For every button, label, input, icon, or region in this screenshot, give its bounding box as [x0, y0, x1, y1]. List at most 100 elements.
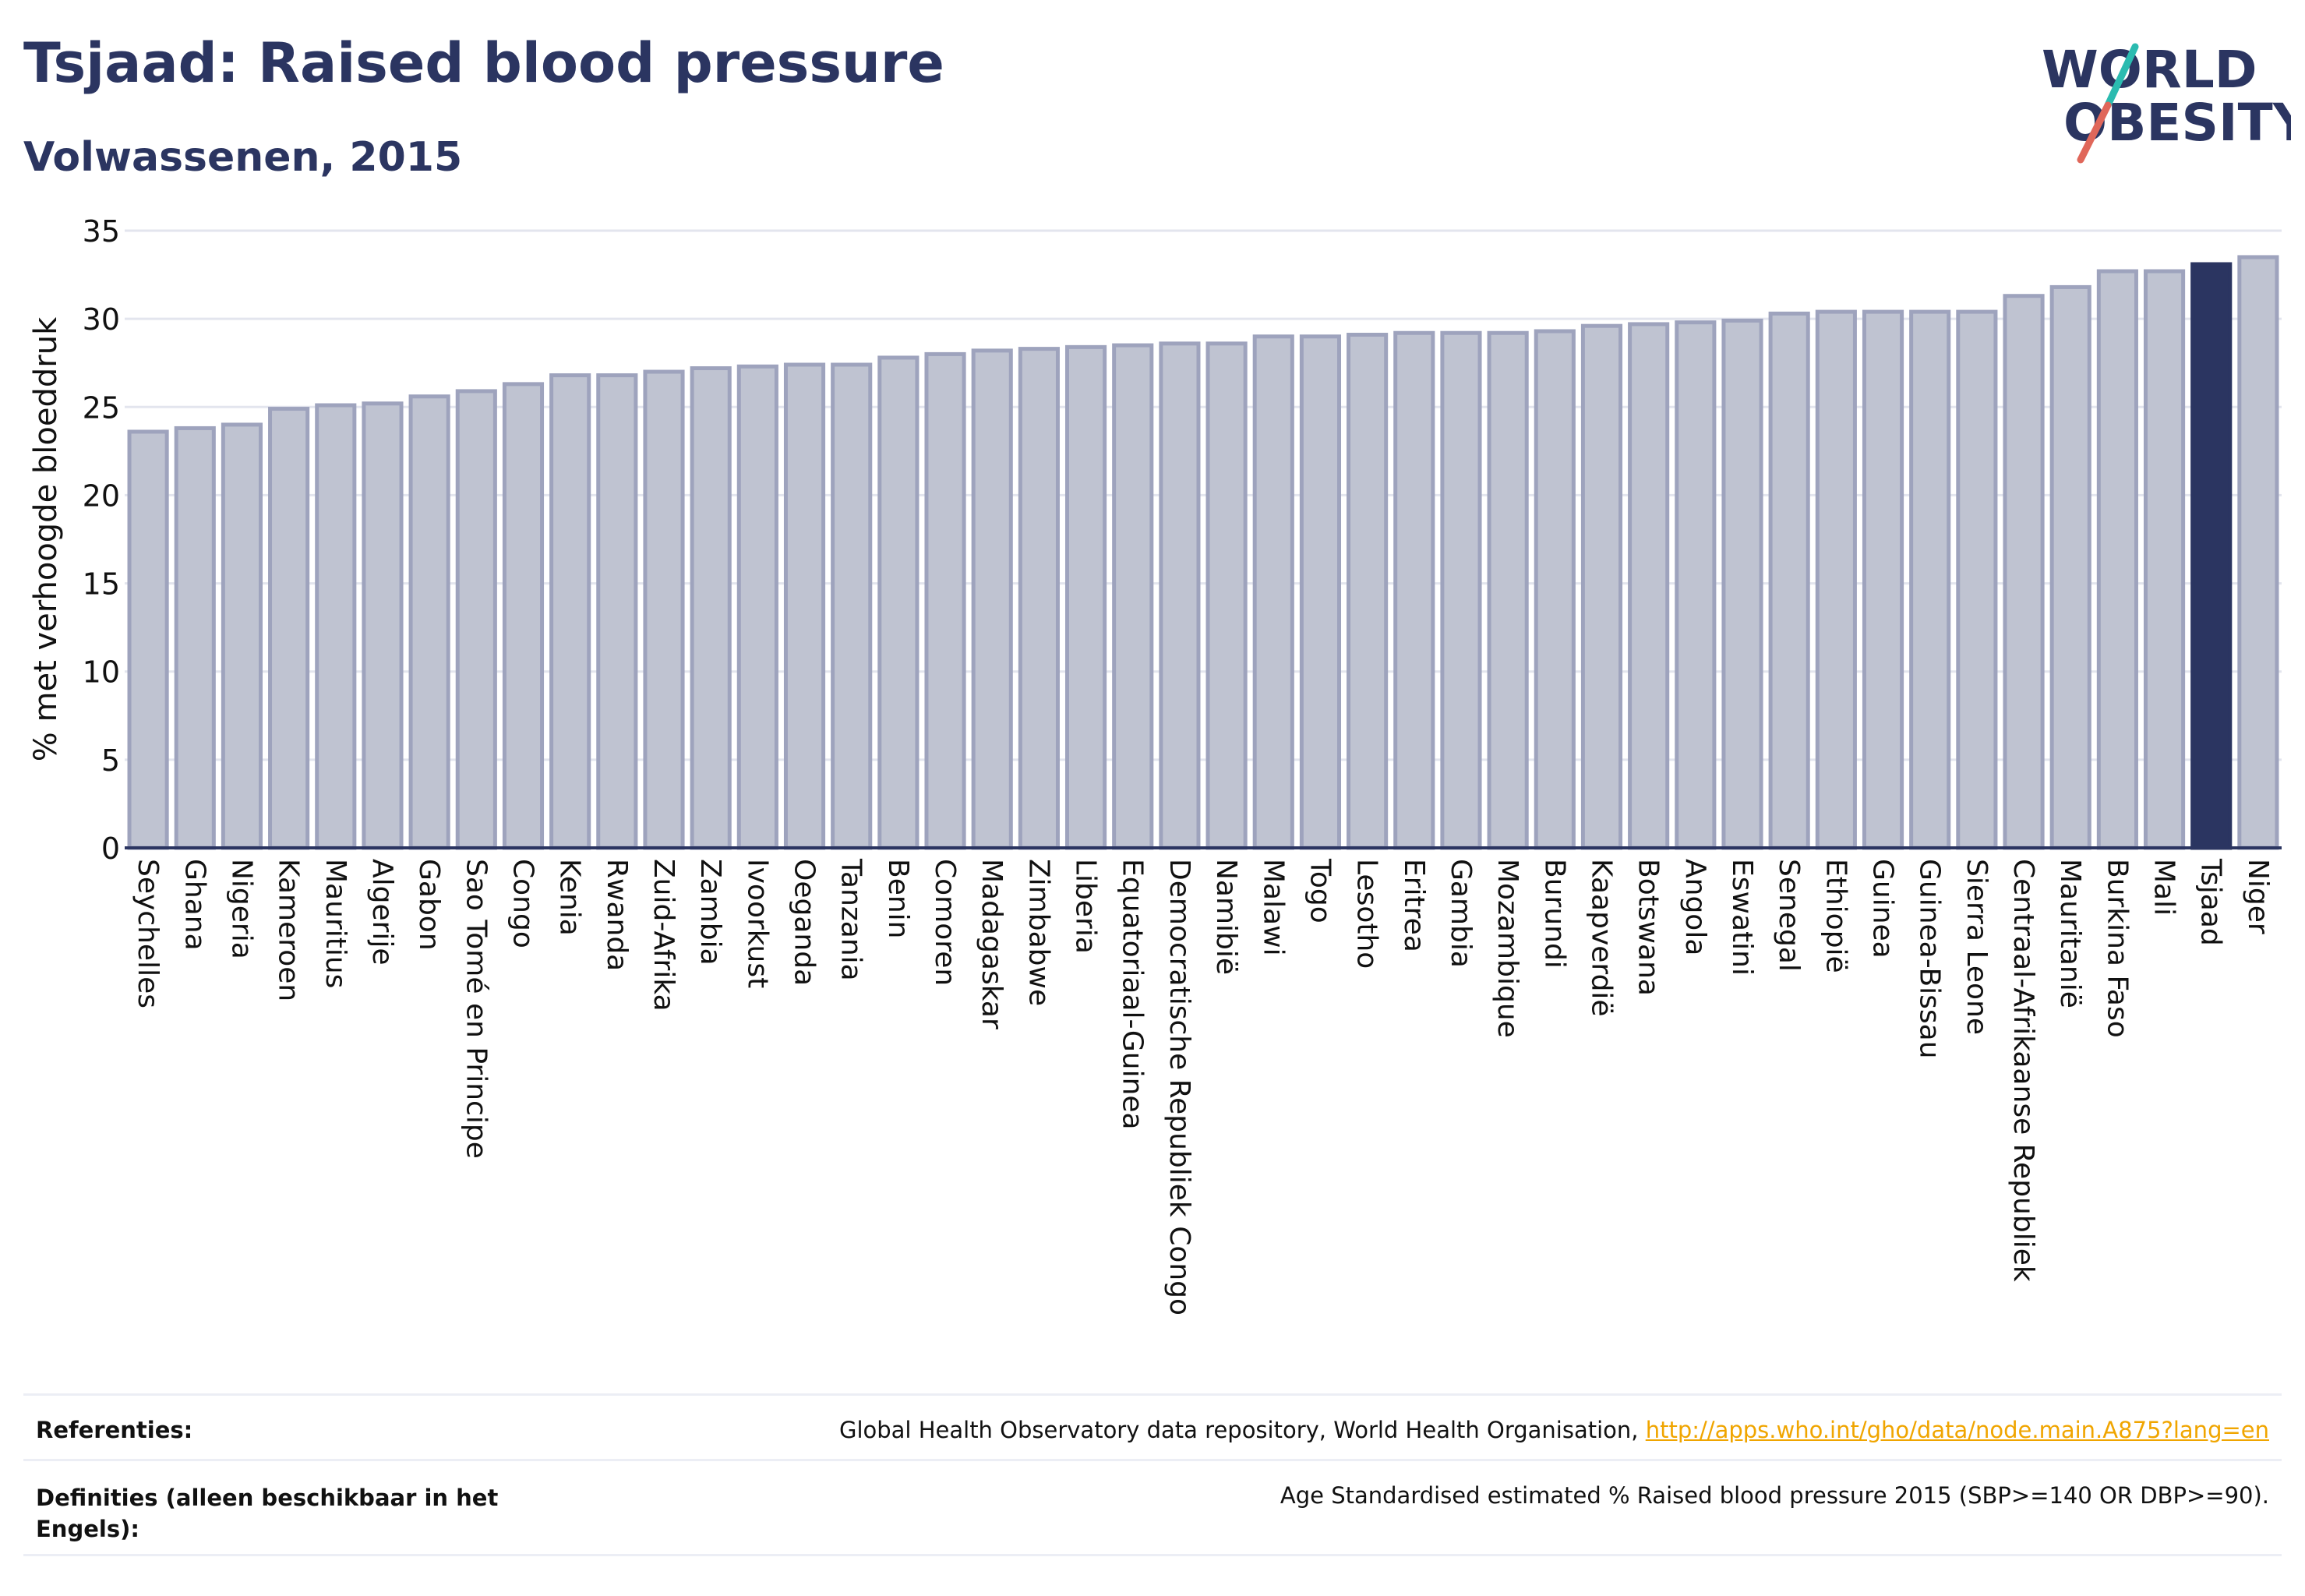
y-axis-label: % met verhoogde bloeddruk: [28, 316, 64, 761]
x-tick-label: Comoren: [929, 859, 961, 986]
bar: [1064, 344, 1107, 850]
x-tick-label: Madagaskar: [976, 859, 1008, 1029]
x-tick-label: Burkina Faso: [2101, 859, 2133, 1038]
bar: [1487, 330, 1529, 850]
x-tick-label: Botswana: [1633, 859, 1664, 996]
bar: [1628, 322, 1670, 850]
x-tick-label: Benin: [882, 859, 914, 938]
x-tick-label: Ivoorkust: [741, 859, 773, 988]
x-tick-label: Niger: [2242, 859, 2274, 934]
bar: [2237, 255, 2279, 850]
bar: [1252, 334, 1294, 850]
bar: [1580, 323, 1623, 850]
x-tick-label: Kaapverdië: [1585, 859, 1617, 1017]
x-tick-label: Angola: [1679, 859, 1711, 955]
y-tick-label: 5: [101, 743, 120, 778]
bar: [1205, 341, 1248, 850]
bar: [1909, 309, 1951, 850]
bar: [736, 364, 778, 850]
bar: [643, 369, 685, 850]
bar: [783, 362, 826, 850]
bar: [971, 348, 1013, 850]
x-tick-label: Guinea-Bissau: [1914, 859, 1946, 1059]
x-tick-label: Congo: [507, 859, 538, 948]
bar: [1675, 320, 1717, 850]
definitions-value: Age Standardised estimated % Raised bloo…: [1280, 1482, 2269, 1509]
bar: [502, 382, 545, 850]
y-tick-label: 20: [83, 478, 120, 513]
x-tick-label: Sao Tomé en Principe: [460, 859, 492, 1159]
x-tick-label: Eswatini: [1726, 859, 1758, 976]
references-link[interactable]: http://apps.who.int/gho/data/node.main.A…: [1645, 1417, 2269, 1443]
x-tick-label: Sierra Leone: [1961, 859, 1993, 1035]
bar: [174, 425, 216, 850]
bar: [2049, 284, 2091, 850]
bar: [1018, 347, 1060, 850]
definitions-label-line1: Definities (alleen beschikbaar in het: [36, 1485, 499, 1511]
bar: [1534, 329, 1576, 850]
x-tick-label: Guinea: [1867, 859, 1899, 959]
bar: [831, 362, 873, 850]
bar: [2143, 269, 2186, 850]
x-tick-label: Seychelles: [132, 859, 164, 1008]
bar: [2096, 269, 2138, 850]
bar: [1440, 330, 1482, 850]
bar: [127, 429, 169, 850]
bar: [2003, 294, 2045, 850]
bar: [877, 355, 920, 850]
x-tick-label: Liberia: [1070, 859, 1102, 954]
x-tick-label: Togo: [1304, 858, 1336, 923]
references-label: Referenties:: [36, 1417, 193, 1443]
logo-slash-teal: [2104, 43, 2139, 109]
x-tick-label: Mauritanië: [2054, 859, 2086, 1008]
x-tick-label: Mali: [2148, 859, 2180, 916]
x-tick-label: Algerije: [366, 859, 398, 966]
bar: [1159, 341, 1201, 850]
bar: [315, 403, 357, 850]
definitions-label: Definities (alleen beschikbaar in het En…: [36, 1482, 498, 1545]
x-tick-label: Democratische Republiek Congo: [1163, 859, 1195, 1315]
x-tick-label: Mauritius: [319, 859, 351, 988]
y-tick-label: 0: [101, 832, 120, 866]
x-tick-label: Gabon: [413, 859, 445, 951]
definitions-label-line2: Engels):: [36, 1516, 139, 1542]
references-row: Referenties: Global Health Observatory d…: [23, 1409, 2282, 1456]
bar: [1768, 311, 1810, 850]
x-tick-label: Lesotho: [1351, 859, 1383, 969]
x-tick-label: Namibië: [1210, 859, 1242, 975]
world-obesity-logo: WORLD OBESITY: [2042, 40, 2291, 164]
x-tick-label: Kameroen: [273, 859, 305, 1001]
logo-slash-red: [2077, 101, 2112, 164]
x-tick-label: Equatoriaal-Guinea: [1117, 859, 1149, 1130]
bar: [1393, 330, 1435, 850]
x-tick-label: Ethiopië: [1820, 859, 1851, 973]
y-tick-label: 30: [83, 302, 120, 337]
references-value: Global Health Observatory data repositor…: [839, 1417, 2269, 1443]
y-tick-label: 10: [83, 655, 120, 690]
x-tick-label: Centraal-Afrikaanse Republiek: [2007, 859, 2039, 1282]
x-tick-label: Burundi: [1538, 859, 1570, 969]
bar: [2190, 262, 2233, 850]
bar: [690, 366, 732, 850]
bar-chart: 0 5 10 15 20 25 30 35 % met verhoogde bloeddruk S…: [28, 214, 2282, 1315]
bar: [1299, 334, 1342, 850]
y-tick-label: 35: [83, 214, 120, 249]
bar: [362, 401, 404, 850]
chart-title: Tsjaad: Raised blood pressure: [23, 31, 944, 95]
chart-subtitle: Volwassenen, 2015: [23, 134, 463, 181]
x-tick-label: Senegal: [1773, 859, 1805, 972]
x-tick-label: Ghana: [178, 859, 210, 951]
bar: [596, 373, 638, 850]
x-tick-label: Tanzania: [835, 858, 867, 981]
bar: [924, 351, 966, 850]
divider-middle: [23, 1459, 2282, 1461]
x-tick-label: Mozambique: [1491, 859, 1523, 1038]
divider-top: [23, 1393, 2282, 1396]
bar: [1862, 309, 1904, 850]
bar: [549, 373, 591, 850]
x-tick-label: Zuid-Afrika: [648, 859, 679, 1012]
bar: [268, 407, 310, 850]
logo-text-world: WORLD: [2042, 40, 2257, 100]
y-tick-label: 25: [83, 390, 120, 425]
bar: [1815, 309, 1857, 850]
